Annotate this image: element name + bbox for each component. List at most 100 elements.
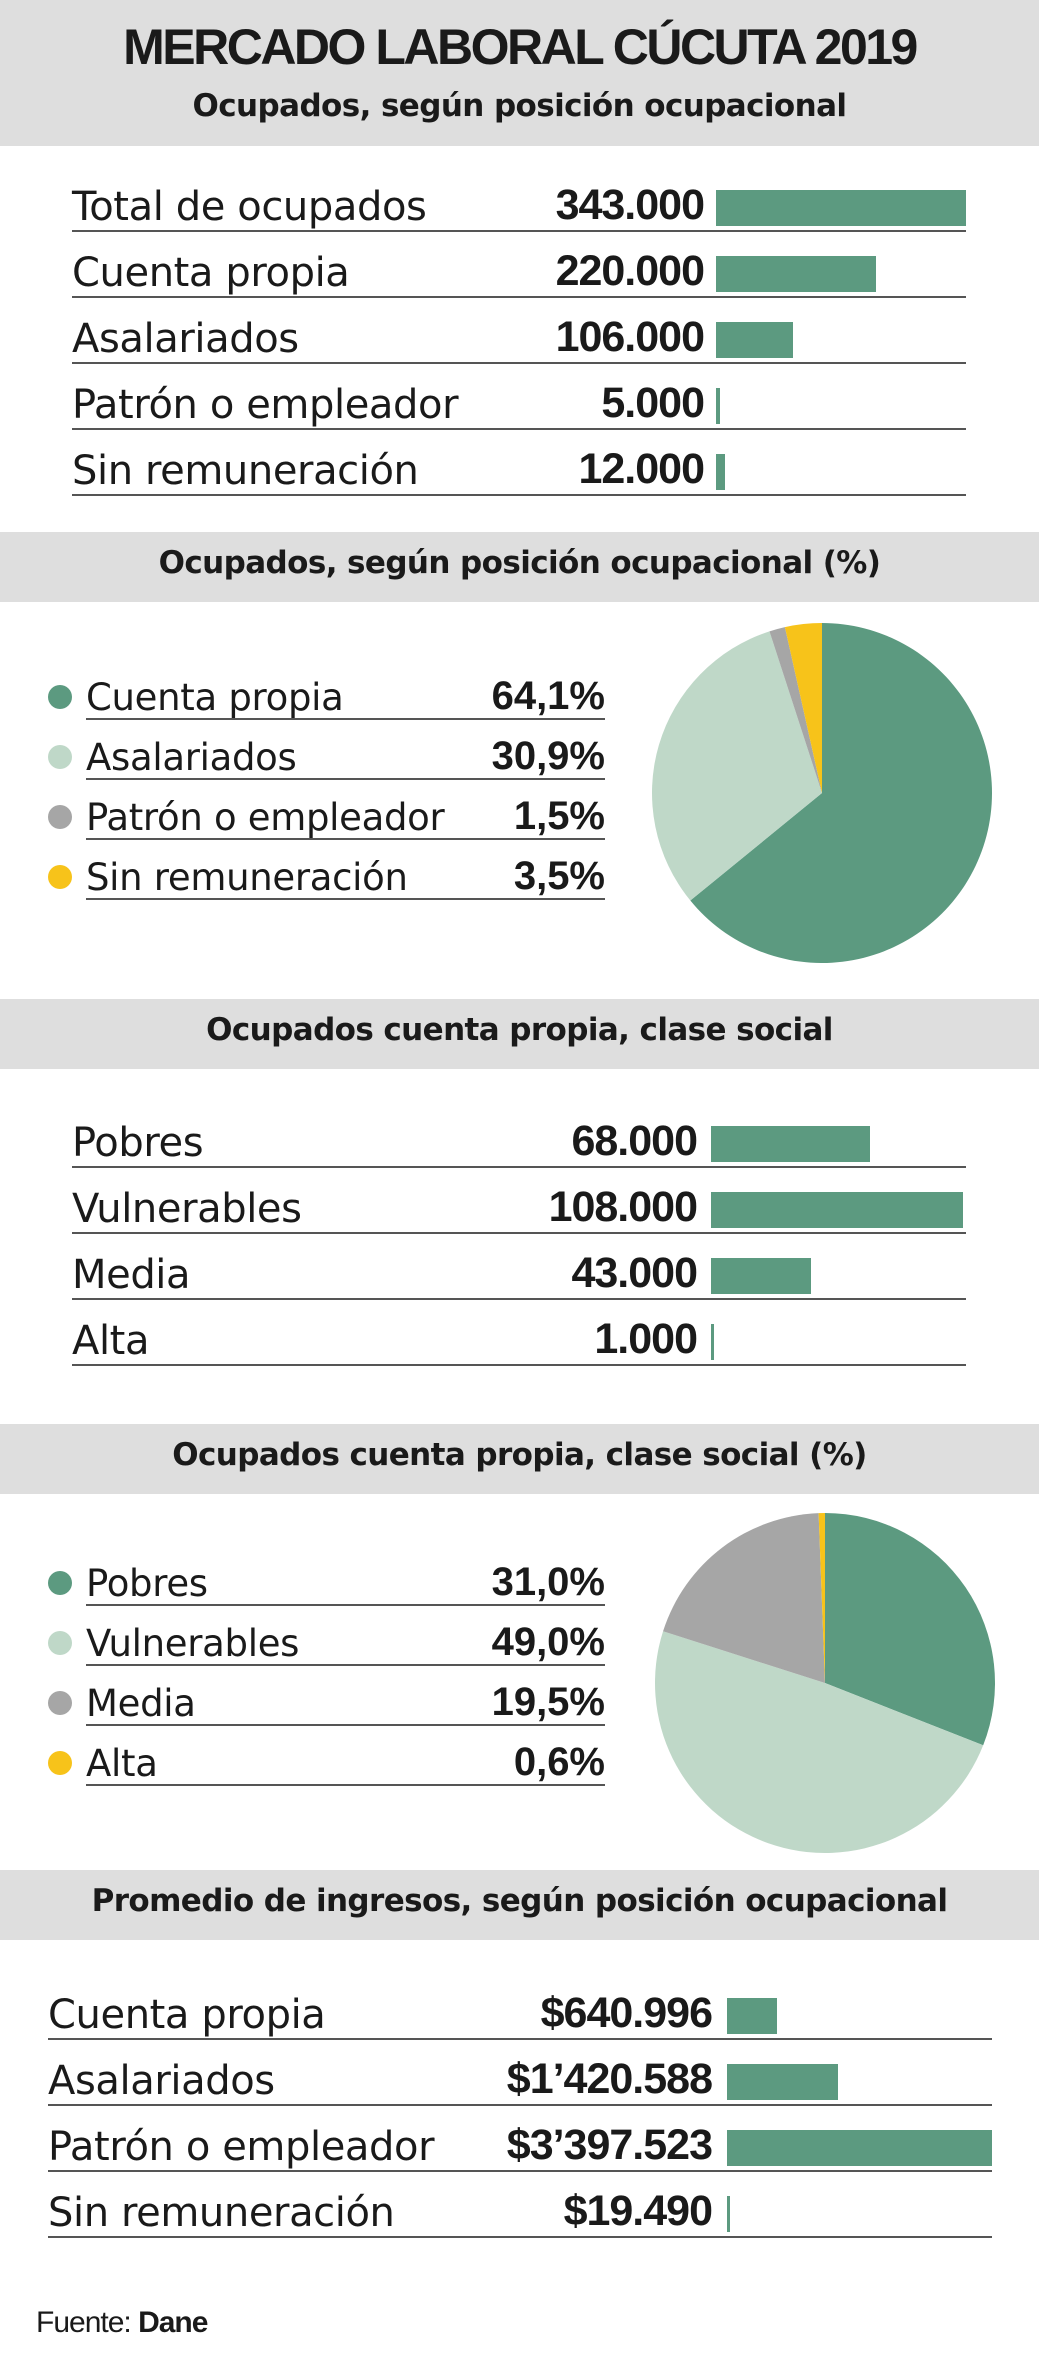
pie-slice xyxy=(654,1631,984,1854)
row-label: Media xyxy=(72,1252,191,1298)
row-value: 1.000 xyxy=(594,1315,698,1363)
legend-label: Media xyxy=(86,1682,196,1725)
pie-slice xyxy=(651,631,822,901)
pie-slice xyxy=(690,623,992,963)
row-value: 5.000 xyxy=(601,379,705,427)
row-value: 220.000 xyxy=(555,247,705,295)
row-value: 108.000 xyxy=(548,1183,698,1231)
row-rule xyxy=(72,1232,966,1234)
pie-chart-social-class xyxy=(654,1513,995,1854)
row-label: Asalariados xyxy=(48,2058,275,2104)
row-label: Patrón o empleador xyxy=(72,382,459,428)
legend-label: Cuenta propia xyxy=(86,676,344,719)
legend-rule xyxy=(86,1784,605,1786)
row-rule xyxy=(72,296,966,298)
bar xyxy=(716,322,793,358)
legend-label: Pobres xyxy=(86,1562,208,1605)
row-value: 43.000 xyxy=(571,1249,698,1297)
legend-dot xyxy=(48,1751,72,1775)
row-rule xyxy=(72,1364,966,1366)
legend-label: Patrón o empleador xyxy=(86,796,445,839)
legend-dot xyxy=(48,1691,72,1715)
bar xyxy=(727,2196,730,2232)
section-band-2 xyxy=(0,532,1039,602)
row-value: $1’420.588 xyxy=(506,2055,713,2103)
legend-rule xyxy=(86,718,605,720)
legend-value: 31,0% xyxy=(491,1560,605,1604)
legend-label: Alta xyxy=(86,1742,158,1785)
section-title-3: Ocupados cuenta propia, clase social xyxy=(206,1012,833,1048)
legend-dot xyxy=(48,865,72,889)
bar xyxy=(716,256,876,292)
row-label: Sin remuneración xyxy=(48,2190,395,2236)
row-rule xyxy=(72,494,966,496)
row-rule xyxy=(72,1166,966,1168)
pie-slice xyxy=(663,1513,825,1683)
legend-dot xyxy=(48,745,72,769)
legend-rule xyxy=(86,1724,605,1726)
legend-rule xyxy=(86,778,605,780)
row-rule xyxy=(72,362,966,364)
row-label: Alta xyxy=(72,1318,150,1364)
legend-value: 1,5% xyxy=(513,794,605,838)
row-label: Patrón o empleador xyxy=(48,2124,435,2170)
row-rule xyxy=(48,2104,992,2106)
bar xyxy=(716,388,720,424)
row-rule xyxy=(72,230,966,232)
legend-rule xyxy=(86,838,605,840)
legend-value: 30,9% xyxy=(491,734,605,778)
legend-dot xyxy=(48,1631,72,1655)
pie-slice xyxy=(818,1513,825,1683)
row-label: Cuenta propia xyxy=(48,1992,326,2038)
bar xyxy=(711,1126,870,1162)
row-label: Asalariados xyxy=(72,316,299,362)
pie-slice xyxy=(825,1513,995,1746)
section-title-2: Ocupados, según posición ocupacional (%) xyxy=(158,545,881,581)
bar xyxy=(711,1324,714,1360)
section-band-5 xyxy=(0,1870,1039,1940)
row-value: $640.996 xyxy=(540,1989,713,2037)
legend-dot xyxy=(48,1571,72,1595)
legend-value: 64,1% xyxy=(491,674,605,718)
legend-value: 3,5% xyxy=(513,854,605,898)
bar xyxy=(727,2064,838,2100)
row-rule xyxy=(48,2170,992,2172)
bar xyxy=(716,454,725,490)
pie-slice xyxy=(784,623,822,793)
bar xyxy=(711,1192,963,1228)
row-label: Cuenta propia xyxy=(72,250,350,296)
row-rule xyxy=(72,428,966,430)
header-band xyxy=(0,0,1039,146)
bar xyxy=(711,1258,811,1294)
bar xyxy=(716,190,966,226)
row-value: 343.000 xyxy=(555,181,705,229)
legend-dot xyxy=(48,685,72,709)
legend-value: 49,0% xyxy=(491,1620,605,1664)
section-band-3 xyxy=(0,999,1039,1069)
row-rule xyxy=(48,2236,992,2238)
bar xyxy=(727,1998,777,2034)
legend-dot xyxy=(48,805,72,829)
legend-label: Sin remuneración xyxy=(86,856,408,899)
legend-rule xyxy=(86,1604,605,1606)
row-value: $19.490 xyxy=(563,2187,713,2235)
row-value: $3’397.523 xyxy=(506,2121,713,2169)
bar xyxy=(727,2130,992,2166)
row-rule xyxy=(72,1298,966,1300)
row-rule xyxy=(48,2038,992,2040)
section-title-4: Ocupados cuenta propia, clase social (%) xyxy=(172,1437,867,1473)
legend-value: 19,5% xyxy=(491,1680,605,1724)
legend-value: 0,6% xyxy=(513,1740,605,1784)
legend-rule xyxy=(86,1664,605,1666)
row-label: Total de ocupados xyxy=(72,184,427,230)
row-label: Vulnerables xyxy=(72,1186,302,1232)
row-value: 68.000 xyxy=(571,1117,698,1165)
row-value: 12.000 xyxy=(578,445,705,493)
section-title-5: Promedio de ingresos, según posición ocu… xyxy=(91,1883,948,1919)
pie-slice xyxy=(769,627,822,793)
legend-label: Asalariados xyxy=(86,736,297,779)
row-value: 106.000 xyxy=(555,313,705,361)
row-label: Pobres xyxy=(72,1120,204,1166)
section-title-1: Ocupados, según posición ocupacional xyxy=(192,88,848,124)
row-label: Sin remuneración xyxy=(72,448,419,494)
